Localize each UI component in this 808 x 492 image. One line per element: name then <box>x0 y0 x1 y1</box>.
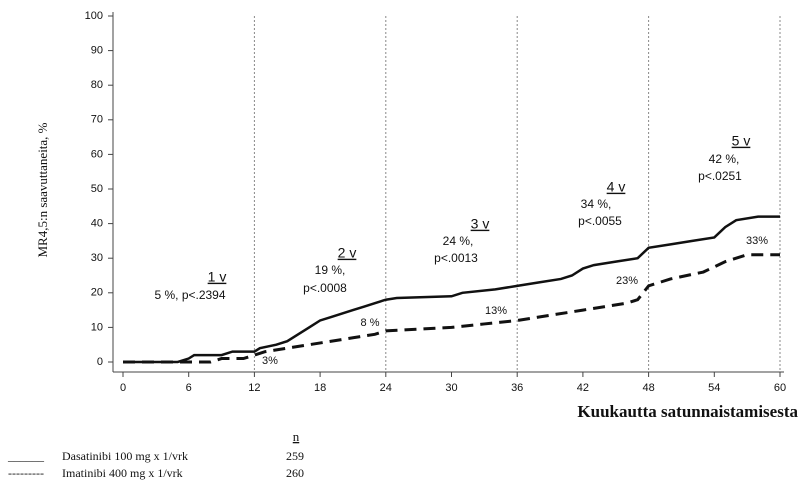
annotation-text: 24 %, <box>443 234 474 248</box>
annotation-text: 19 %, <box>315 263 346 277</box>
y-tick-label: 60 <box>91 148 103 160</box>
x-axis-label: Kuukautta satunnaistamisesta <box>577 402 798 421</box>
y-tick-label: 20 <box>91 287 103 299</box>
annotation-text: 5 %, p<.2394 <box>154 288 225 302</box>
legend-n: 259 <box>286 449 304 463</box>
y-tick-label: 30 <box>91 252 103 264</box>
series-label: 8 % <box>361 317 380 329</box>
x-tick-label: 6 <box>186 382 192 394</box>
y-tick-label: 50 <box>91 183 103 195</box>
annotation-year: 1 v <box>208 269 227 285</box>
annotation-year: 5 v <box>732 133 751 149</box>
x-tick-label: 36 <box>511 382 523 394</box>
x-tick-label: 18 <box>314 382 326 394</box>
x-tick-label: 12 <box>248 382 260 394</box>
series-label: 33% <box>746 235 768 247</box>
x-tick-label: 24 <box>380 382 392 394</box>
annotation-year: 3 v <box>471 216 490 232</box>
annotation-text: p<.0013 <box>434 251 478 265</box>
series-label: 13% <box>485 305 507 317</box>
annotation-year: 4 v <box>607 179 626 195</box>
y-axis-label: MR4,5:n saavuttaneita, % <box>35 122 50 257</box>
series-label: 23% <box>616 275 638 287</box>
y-tick-label: 40 <box>91 218 103 230</box>
series-line <box>123 253 780 364</box>
legend-n: 260 <box>286 466 304 480</box>
legend-symbol: --------- <box>8 466 44 480</box>
annotation-text: p<.0008 <box>303 281 347 295</box>
annotation-text: 42 %, <box>709 152 740 166</box>
x-tick-label: 42 <box>577 382 589 394</box>
annotation-text: p<.0055 <box>578 214 622 228</box>
x-tick-label: 60 <box>774 382 786 394</box>
y-tick-label: 10 <box>91 321 103 333</box>
annotation-year: 2 v <box>338 245 357 261</box>
x-tick-label: 48 <box>642 382 654 394</box>
y-tick-label: 100 <box>85 10 103 22</box>
x-tick-label: 30 <box>445 382 457 394</box>
x-tick-label: 0 <box>120 382 126 394</box>
annotation-text: 34 %, <box>581 197 612 211</box>
legend-symbol: ______ <box>7 449 45 463</box>
legend-header: n <box>293 429 300 444</box>
series-line <box>123 215 780 364</box>
series-label: 3% <box>262 355 278 367</box>
legend-label: Imatinibi 400 mg x 1/vrk <box>62 466 183 480</box>
y-tick-label: 80 <box>91 79 103 91</box>
y-tick-label: 0 <box>97 356 103 368</box>
annotation-text: p<.0251 <box>698 169 742 183</box>
y-tick-label: 70 <box>91 114 103 126</box>
y-tick-label: 90 <box>91 45 103 57</box>
legend-label: Dasatinibi 100 mg x 1/vrk <box>62 449 188 463</box>
x-tick-label: 54 <box>708 382 720 394</box>
